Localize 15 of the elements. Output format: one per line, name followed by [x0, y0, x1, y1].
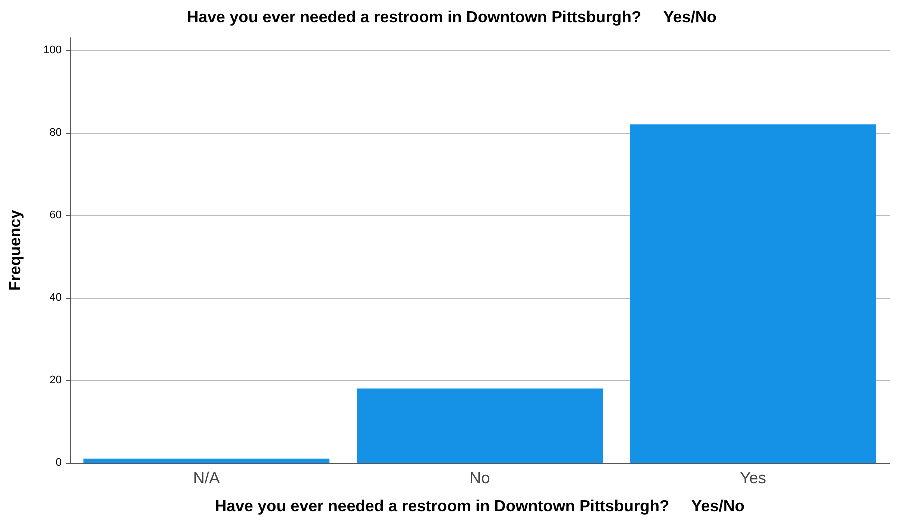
y-tick-label: 100 — [44, 44, 62, 56]
y-tick-label: 0 — [56, 457, 62, 469]
x-tick-label: No — [470, 470, 490, 488]
bar — [630, 124, 876, 463]
y-tick-label: 60 — [50, 209, 62, 222]
x-tick-label: Yes — [740, 470, 766, 488]
x-axis-title: Have you ever needed a restroom in Downtown Pittsburgh? Yes/No — [215, 498, 746, 516]
x-tick-label: N/A — [193, 470, 220, 488]
bar — [357, 388, 603, 463]
y-tick-label: 80 — [50, 126, 62, 139]
y-tick-label: 20 — [50, 374, 62, 386]
y-tick-label: 40 — [50, 292, 62, 304]
bar — [84, 458, 330, 463]
chart-title: Have you ever needed a restroom in Downtown Pittsburgh? Yes/No — [187, 10, 718, 26]
y-axis-title: Frequency — [8, 210, 24, 291]
